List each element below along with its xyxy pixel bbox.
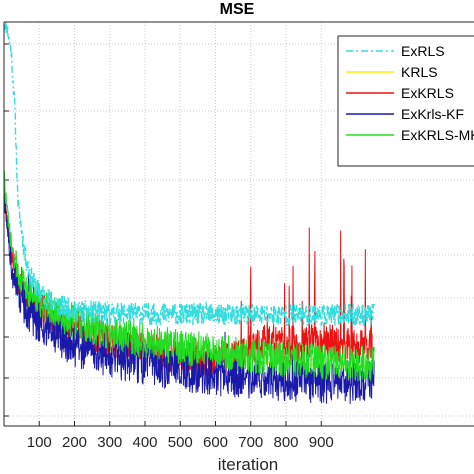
x-tick-label-500: 500 <box>168 434 193 451</box>
x-tick-label-100: 100 <box>27 434 52 451</box>
x-tick-label-800: 800 <box>273 434 298 451</box>
x-tick-label-600: 600 <box>203 434 228 451</box>
legend-entry-exkrls-kf: ExKrls-KF <box>346 106 464 122</box>
x-tick-label-900: 900 <box>309 434 334 451</box>
x-ticks: 100 200 300 400 500 600 700 800 900 <box>27 421 334 451</box>
series-line-exkrls-kf <box>4 193 375 404</box>
legend-entry-krls: KRLS <box>346 64 438 80</box>
series-line-exrls <box>4 22 375 327</box>
legend-entry-exrls: ExRLS <box>346 43 445 59</box>
x-tick-label-400: 400 <box>132 434 157 451</box>
chart-title: MSE <box>220 1 255 18</box>
x-tick-label-300: 300 <box>97 434 122 451</box>
series-layer <box>4 22 375 404</box>
legend-entry-exkrls-mk: ExKRLS-MK <box>346 127 474 143</box>
legend-label-krls: KRLS <box>401 64 438 80</box>
legend-entry-exkrls: ExKRLS <box>346 85 454 101</box>
x-tick-label-200: 200 <box>62 434 87 451</box>
legend-label-exkrls-mk: ExKRLS-MK <box>401 127 474 143</box>
axes <box>3 21 474 427</box>
legend: ExRLS KRLS ExKRLS ExKrls-KF ExKRLS-MK <box>337 35 474 167</box>
legend-label-exkrls-kf: ExKrls-KF <box>401 106 464 122</box>
x-tick-label-700: 700 <box>238 434 263 451</box>
legend-label-exrls: ExRLS <box>401 43 445 59</box>
x-axis-label: iteration <box>218 455 278 474</box>
legend-box <box>337 35 474 167</box>
legend-label-exkrls: ExKRLS <box>401 85 454 101</box>
series-line-exkrls-mk <box>4 170 375 382</box>
